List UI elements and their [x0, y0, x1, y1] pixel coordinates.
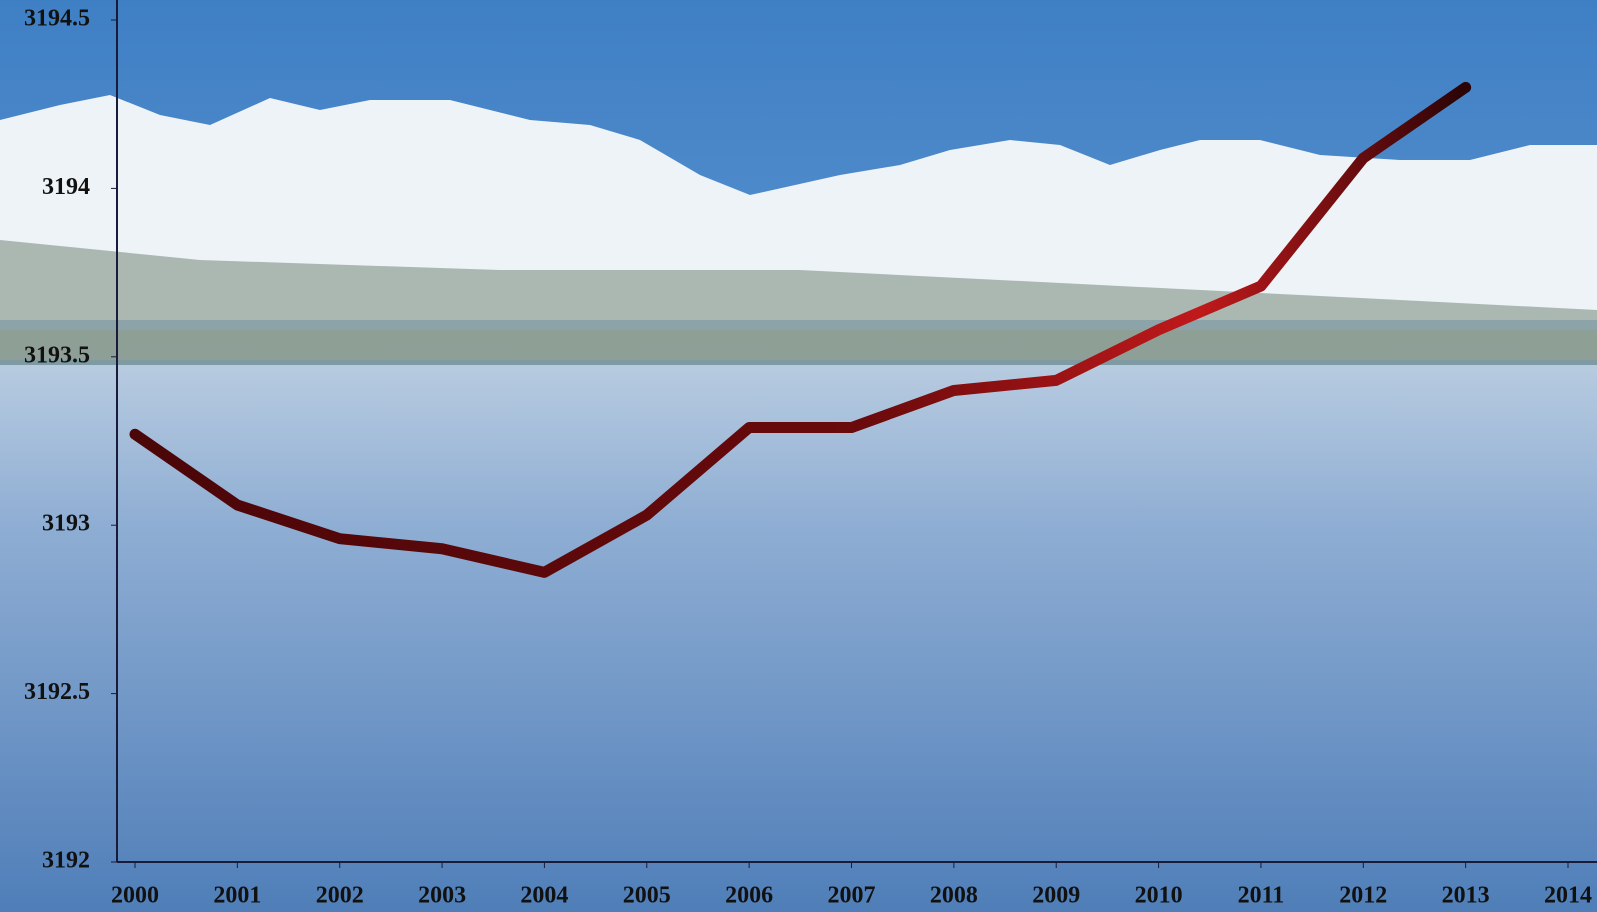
y-tick-label: 3194 — [42, 174, 90, 200]
x-tick-label: 2011 — [1238, 883, 1285, 909]
x-tick-label: 2006 — [725, 883, 773, 909]
x-tick-label: 2010 — [1135, 883, 1183, 909]
x-tick-label: 2012 — [1339, 883, 1387, 909]
x-tick-label: 2002 — [316, 883, 364, 909]
x-tick-label: 2009 — [1032, 883, 1080, 909]
x-tick-label: 2000 — [111, 883, 159, 909]
x-tick-label: 2008 — [930, 883, 978, 909]
x-tick-label: 2003 — [418, 883, 466, 909]
y-tick-label: 3192.5 — [24, 679, 90, 705]
x-tick-label: 2013 — [1442, 883, 1490, 909]
y-tick-label: 3192 — [42, 848, 90, 874]
x-tick-label: 2005 — [623, 883, 671, 909]
y-tick-label: 3194.5 — [24, 6, 90, 32]
y-tick-label: 3193 — [42, 511, 90, 537]
x-tick-label: 2004 — [520, 883, 568, 909]
line — [129, 81, 1472, 578]
x-tick-label: 2001 — [213, 883, 261, 909]
x-tick-label: 2014 — [1544, 883, 1592, 909]
x-tick-label: 2007 — [828, 883, 876, 909]
y-tick-label: 3193.5 — [24, 342, 90, 368]
